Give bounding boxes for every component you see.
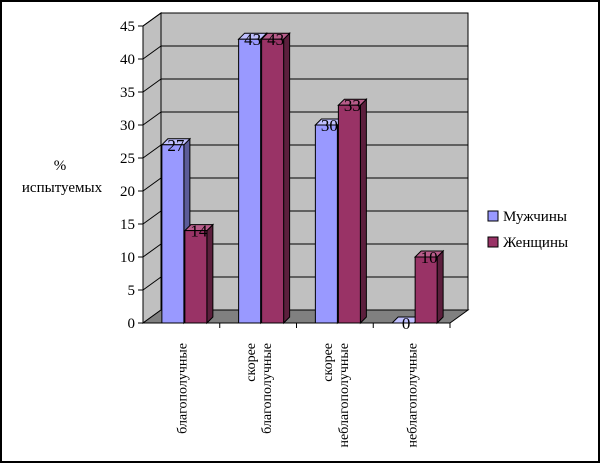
bar-women bbox=[183, 223, 215, 325]
gridline-side bbox=[142, 243, 162, 258]
gridline-side bbox=[142, 177, 162, 192]
category-label: скореенеблагополучные bbox=[321, 343, 352, 448]
bar-women bbox=[413, 249, 445, 325]
y-axis-label: % испытуемых bbox=[22, 158, 103, 196]
y-tick-label: 20 bbox=[120, 184, 135, 200]
category-labels: благополучные скорееблагополучные скореене… bbox=[143, 322, 451, 448]
category-label: неблагополучные bbox=[406, 343, 421, 448]
legend-swatch bbox=[487, 236, 499, 248]
gridline-side bbox=[142, 111, 162, 126]
y-tick-label: 15 bbox=[120, 217, 135, 233]
legend-label: Женщины bbox=[503, 235, 568, 251]
y-tick-label: 35 bbox=[120, 85, 135, 101]
y-axis-ticks: 0 5 10 15 20 25 30 35 40 45 bbox=[120, 19, 144, 332]
gridline-side bbox=[142, 12, 162, 27]
legend: Мужчины Женщины bbox=[487, 209, 568, 251]
data-label: 33 bbox=[344, 96, 361, 115]
data-label: 10 bbox=[421, 248, 438, 267]
y-axis-label-line: испытуемых bbox=[22, 180, 103, 196]
y-tick-label: 5 bbox=[128, 283, 136, 299]
data-label: 14 bbox=[190, 222, 208, 241]
legend-label: Мужчины bbox=[503, 209, 567, 225]
y-tick-label: 30 bbox=[120, 118, 135, 134]
y-tick-label: 45 bbox=[120, 19, 135, 35]
y-tick-label: 10 bbox=[120, 250, 135, 266]
bar-women bbox=[260, 31, 291, 325]
gridline-side bbox=[142, 276, 162, 291]
data-label: 27 bbox=[167, 136, 185, 155]
gridline-side bbox=[142, 210, 162, 225]
data-label: 30 bbox=[321, 116, 338, 135]
y-tick-label: 40 bbox=[120, 52, 135, 68]
y-axis-label-line: % bbox=[54, 158, 67, 174]
bars bbox=[160, 31, 445, 325]
category-label: благополучные bbox=[175, 343, 190, 434]
gridline-side bbox=[142, 78, 162, 93]
category-label: скорееблагополучные bbox=[244, 343, 275, 434]
data-label: 43 bbox=[244, 30, 261, 49]
bar-women bbox=[337, 97, 368, 325]
side-wall bbox=[142, 12, 162, 324]
legend-swatch bbox=[487, 210, 499, 222]
y-tick-label: 25 bbox=[120, 151, 135, 167]
data-label: 43 bbox=[267, 30, 284, 49]
gridline-side bbox=[142, 45, 162, 60]
gridline-side bbox=[142, 144, 162, 159]
y-tick-label: 0 bbox=[128, 316, 136, 332]
